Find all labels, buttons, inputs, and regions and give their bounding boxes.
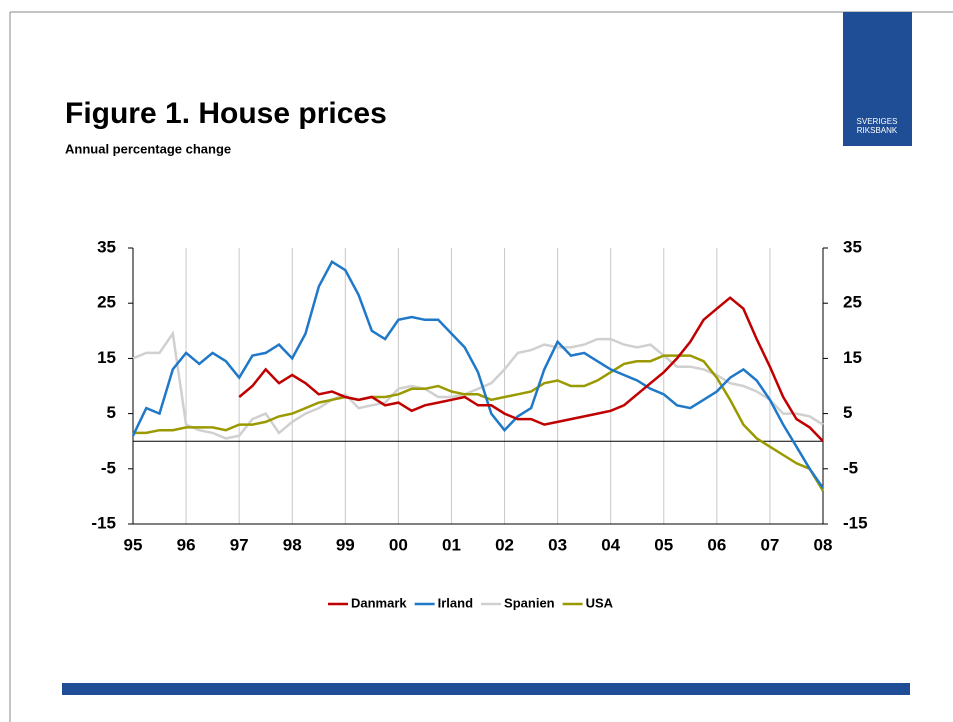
y-tick-label: 25 xyxy=(97,293,116,312)
y-tick-label: 35 xyxy=(97,237,116,256)
subtitle: Annual percentage change xyxy=(65,141,231,156)
y2-tick-label: 25 xyxy=(843,293,862,312)
y-tick-label: -15 xyxy=(91,513,116,532)
y-tick-label: 15 xyxy=(97,348,116,367)
legend-label: Spanien xyxy=(504,595,555,610)
x-tick-label: 97 xyxy=(230,535,249,554)
series-line xyxy=(238,296,824,443)
y2-tick-label: 15 xyxy=(843,348,862,367)
x-tick-label: 04 xyxy=(601,535,620,554)
x-tick-label: 06 xyxy=(707,535,726,554)
title: Figure 1. House prices xyxy=(65,97,387,130)
legend-label: Irland xyxy=(438,595,473,610)
y-tick-label: -5 xyxy=(101,458,116,477)
x-tick-label: 03 xyxy=(548,535,567,554)
y2-tick-label: 35 xyxy=(843,237,862,256)
series-line xyxy=(132,330,824,440)
y2-tick-label: 5 xyxy=(843,403,852,422)
y-tick-label: 5 xyxy=(107,403,116,422)
x-tick-label: 08 xyxy=(814,535,833,554)
logo xyxy=(843,12,912,146)
x-tick-label: 96 xyxy=(177,535,196,554)
footer-bar xyxy=(62,683,910,695)
series-line xyxy=(133,354,825,492)
x-tick-label: 98 xyxy=(283,535,302,554)
x-tick-label: 95 xyxy=(124,535,143,554)
legend-label: USA xyxy=(586,595,614,610)
x-tick-label: 05 xyxy=(654,535,673,554)
x-tick-label: 07 xyxy=(760,535,779,554)
x-tick-label: 99 xyxy=(336,535,355,554)
x-tick-label: 01 xyxy=(442,535,461,554)
y2-tick-label: -5 xyxy=(843,458,858,477)
x-tick-label: 02 xyxy=(495,535,514,554)
logo-text: SVERIGES xyxy=(857,117,898,126)
legend-label: Danmark xyxy=(351,595,407,610)
y2-tick-label: -15 xyxy=(843,513,868,532)
x-tick-label: 00 xyxy=(389,535,408,554)
series-line xyxy=(131,260,825,489)
logo-text: RIKSBANK xyxy=(857,126,898,135)
